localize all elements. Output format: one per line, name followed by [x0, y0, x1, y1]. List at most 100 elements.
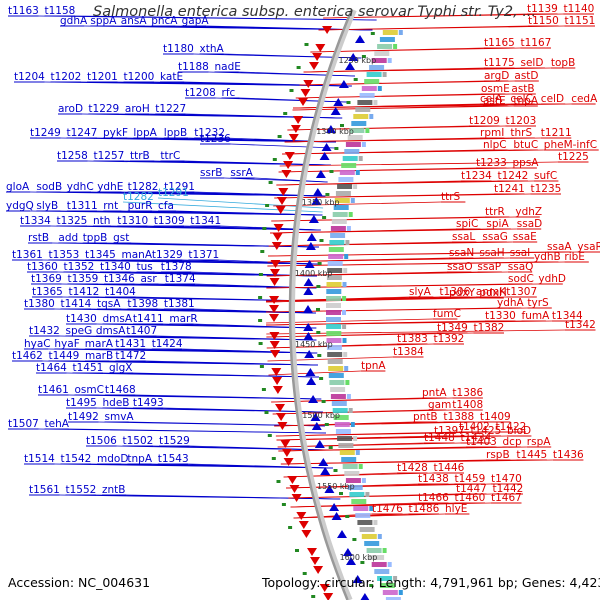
feature-block	[332, 408, 348, 413]
feature-block	[330, 226, 346, 231]
gene-label: t1403	[466, 436, 497, 448]
feature-block	[351, 121, 367, 126]
gene-leader-line	[272, 409, 453, 415]
gene-label: t1492	[68, 411, 99, 423]
gene-label: t1467	[491, 492, 522, 504]
gene-label: t1502	[123, 435, 154, 447]
minus-strand-arrow	[355, 35, 365, 43]
plus-strand-arrow	[272, 233, 283, 241]
gene-label: t1346	[104, 273, 135, 285]
minus-strand-arrow	[321, 143, 332, 151]
minus-strand-arrow	[305, 242, 316, 250]
gene-label: t1204	[14, 71, 45, 83]
gene-label: t1404	[105, 286, 136, 298]
feature-block	[359, 527, 375, 532]
gene-leader-line	[292, 105, 514, 111]
gene-label: t1411	[133, 313, 164, 325]
tick-mark	[334, 147, 339, 150]
gene-leader-line	[278, 167, 513, 173]
gene-leader-line	[220, 225, 321, 231]
gene-label: t1247	[67, 127, 98, 139]
feature-block	[345, 380, 350, 385]
feature-block	[347, 485, 363, 490]
gene-leader-line	[277, 442, 461, 448]
feature-block	[366, 72, 382, 77]
gene-label: selD	[521, 57, 544, 69]
plus-strand-arrow	[319, 584, 330, 592]
gene-label: t1459	[455, 473, 486, 485]
feature-block	[345, 478, 361, 483]
tick-mark	[352, 538, 357, 541]
feature-block	[326, 275, 342, 280]
feature-block	[374, 51, 390, 56]
gene-label: ssrA	[230, 167, 253, 179]
gene-leader-line	[135, 394, 322, 400]
tick-mark	[333, 469, 338, 472]
gene-label: sodC	[508, 273, 534, 285]
minus-strand-arrow	[320, 467, 331, 475]
gene-label: t1402	[459, 421, 490, 433]
minus-strand-arrow	[306, 233, 317, 241]
feature-block	[393, 576, 398, 581]
feature-block	[355, 450, 360, 455]
tick-mark	[259, 365, 264, 368]
gene-label: t1310	[117, 215, 148, 227]
gene-label: hdeB	[103, 397, 130, 409]
gene-label: katE	[160, 71, 183, 83]
tick-mark	[324, 423, 329, 426]
gene-label: ssaO	[447, 261, 473, 273]
kbp-label: 1500 kbp	[302, 411, 340, 420]
gene-label: t1345	[85, 249, 116, 261]
gene-label: sppA	[90, 15, 117, 27]
feature-block	[330, 233, 346, 238]
minus-strand-arrow	[303, 287, 314, 295]
minus-strand-arrow	[305, 368, 316, 376]
plus-strand-arrow	[269, 296, 280, 304]
plus-strand-arrow	[284, 152, 295, 160]
feature-block	[377, 534, 382, 539]
plus-strand-arrow	[272, 377, 283, 385]
gene-label: t1306	[439, 286, 470, 298]
gene-leader-line	[276, 180, 535, 186]
feature-block	[326, 345, 342, 350]
gene-label: ssaD	[517, 218, 542, 230]
gene-label: rspB	[486, 449, 510, 461]
gene-label: t1361	[12, 249, 43, 261]
gene-leader-line	[266, 296, 507, 302]
gene-label: t1209	[469, 115, 500, 127]
accession-text: Accession: NC_004631	[8, 575, 151, 590]
plus-strand-arrow	[300, 89, 311, 97]
genome-title: Salmonella enterica subsp. enterica sero…	[93, 4, 537, 20]
gene-label: sodB	[36, 181, 62, 193]
feature-block	[341, 457, 357, 462]
plus-strand-arrow	[270, 269, 280, 277]
feature-block	[350, 198, 355, 203]
kbp-label: 1400 kbp	[295, 269, 333, 278]
tick-mark	[277, 135, 282, 138]
gene-label: mdoD	[97, 453, 128, 465]
tick-mark	[316, 285, 321, 288]
plus-strand-arrow	[269, 278, 280, 286]
gene-label: rstB	[28, 232, 49, 244]
gene-label: t1514	[24, 453, 55, 465]
tick-mark	[258, 342, 263, 345]
gene-leader-line	[278, 446, 527, 452]
feature-block	[329, 380, 345, 385]
minus-strand-arrow	[333, 98, 344, 106]
plus-strand-arrow	[315, 44, 326, 52]
plus-strand-arrow	[271, 368, 282, 376]
feature-block	[331, 219, 347, 224]
feature-block	[382, 72, 387, 77]
gene-label: tehA	[45, 418, 70, 430]
feature-block	[387, 562, 392, 567]
gene-label: t1282	[128, 181, 159, 193]
feature-block	[365, 128, 370, 133]
gene-label: rfc	[222, 87, 236, 99]
tick-mark	[317, 354, 322, 357]
kbp-label: 1300 kbp	[316, 127, 354, 136]
feature-block	[355, 513, 371, 518]
gene-label: nadE	[215, 61, 241, 73]
gene-label: spiC	[456, 218, 478, 230]
feature-block	[337, 436, 353, 441]
feature-block	[364, 541, 380, 546]
